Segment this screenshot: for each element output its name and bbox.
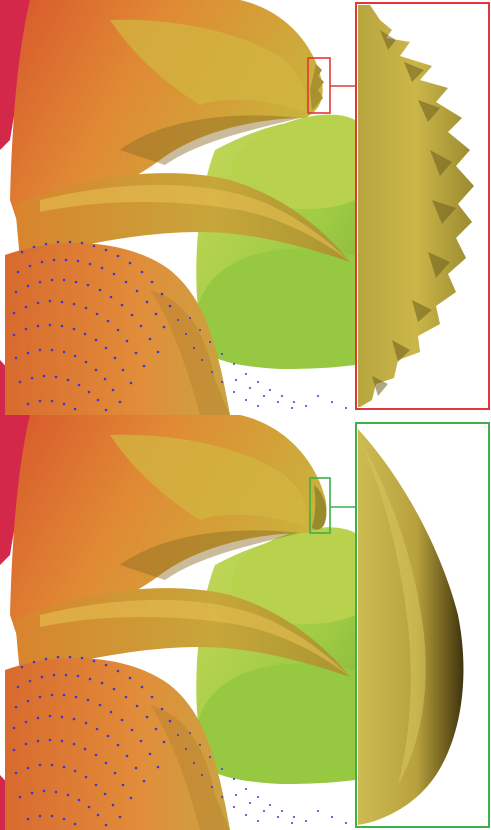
green-lobe-lower [196, 248, 355, 369]
inset-surface-top [358, 5, 474, 407]
green-lobe-upper [231, 114, 355, 210]
sample-dots-bottom [12, 655, 347, 827]
green-lobe-lower-b [196, 663, 355, 784]
upper-horn-highlight [110, 19, 307, 113]
inset-highlight-bottom [362, 445, 426, 785]
lower-body-shade [150, 290, 230, 415]
horn-fold-shadow-b [120, 530, 300, 580]
horn-fold-shadow [120, 115, 300, 165]
inset-jagged-shadows [372, 30, 456, 396]
upper-horn-highlight-b [110, 434, 308, 527]
panel-top [0, 0, 491, 415]
sample-dots-top [12, 240, 347, 412]
lower-body-shade-b [150, 705, 230, 830]
middle-horn-edge-b [40, 599, 350, 677]
surface-render-bottom [0, 415, 491, 830]
green-lobe-upper-b [231, 527, 355, 625]
surface-render-top [0, 0, 491, 415]
middle-horn-edge [40, 184, 350, 262]
panel-bottom [0, 415, 491, 830]
zoom-marker-bottom [309, 477, 331, 534]
